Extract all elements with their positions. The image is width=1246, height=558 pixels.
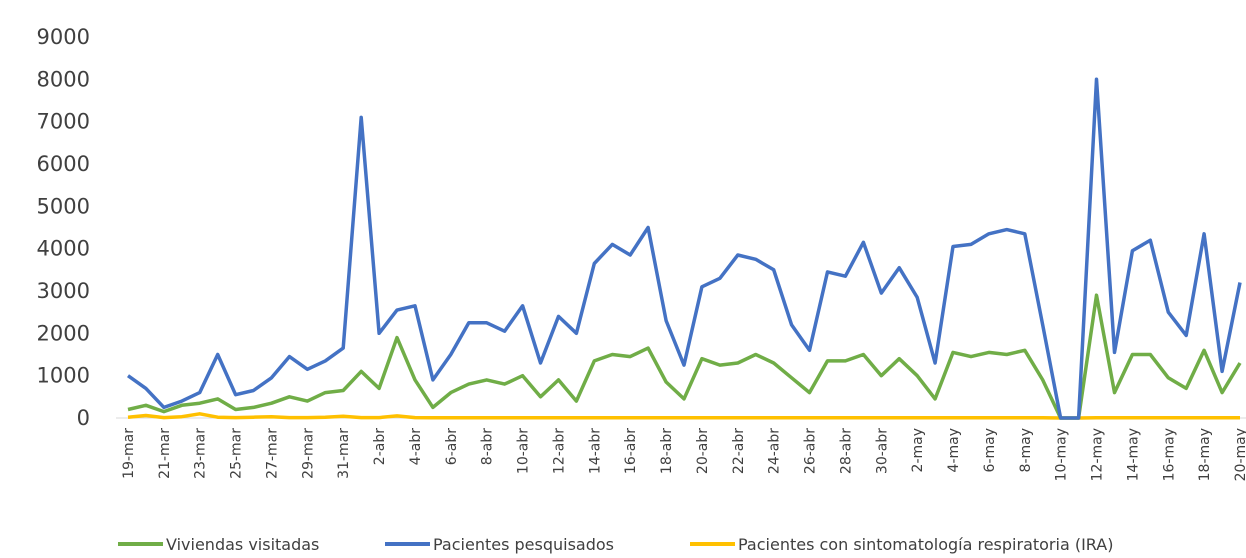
x-tick-label: 31-mar bbox=[336, 428, 352, 479]
x-tick-label: 30-abr bbox=[874, 428, 890, 474]
legend-label: Viviendas visitadas bbox=[166, 535, 319, 554]
x-tick-label: 12-abr bbox=[551, 428, 567, 474]
series-line bbox=[127, 412, 1240, 420]
x-tick-label: 23-mar bbox=[193, 428, 209, 479]
y-tick-label: 5000 bbox=[37, 194, 90, 218]
x-tick-label: 14-abr bbox=[587, 428, 603, 474]
x-tick-label: 29-mar bbox=[300, 428, 316, 479]
x-tick-label: 6-may bbox=[982, 428, 998, 472]
x-tick-label: 8-abr bbox=[480, 428, 496, 465]
x-tick-label: 18-may bbox=[1197, 428, 1213, 481]
x-tick-label: 2-abr bbox=[372, 428, 388, 465]
x-tick-label: 14-may bbox=[1125, 428, 1141, 481]
legend-label: Pacientes con sintomatología respiratori… bbox=[738, 535, 1113, 554]
x-tick-label: 10-abr bbox=[516, 428, 532, 474]
x-tick-label: 16-abr bbox=[623, 428, 639, 474]
x-tick-label: 19-mar bbox=[121, 428, 137, 479]
legend-label: Pacientes pesquisados bbox=[433, 535, 614, 554]
y-tick-label: 3000 bbox=[37, 279, 90, 303]
x-tick-label: 16-may bbox=[1161, 428, 1177, 481]
y-tick-label: 8000 bbox=[37, 67, 90, 91]
x-tick-label: 21-mar bbox=[157, 428, 173, 479]
y-tick-label: 2000 bbox=[37, 321, 90, 345]
x-tick-label: 2-may bbox=[910, 428, 926, 472]
x-tick-label: 24-abr bbox=[767, 428, 783, 474]
x-tick-label: 10-may bbox=[1054, 428, 1070, 481]
y-tick-label: 1000 bbox=[37, 364, 90, 388]
x-tick-label: 18-abr bbox=[659, 428, 675, 474]
x-tick-label: 12-may bbox=[1090, 428, 1106, 481]
x-tick-label: 26-abr bbox=[803, 428, 819, 474]
x-tick-label: 27-mar bbox=[264, 428, 280, 479]
series-line bbox=[126, 77, 1242, 420]
x-tick-label: 4-abr bbox=[408, 428, 424, 465]
y-tick-label: 4000 bbox=[37, 237, 90, 261]
y-tick-label: 9000 bbox=[37, 25, 90, 49]
y-tick-label: 6000 bbox=[37, 152, 90, 176]
y-tick-label: 7000 bbox=[37, 110, 90, 134]
x-tick-label: 20-abr bbox=[695, 428, 711, 474]
x-tick-label: 28-abr bbox=[838, 428, 854, 474]
x-tick-label: 20-may bbox=[1233, 428, 1246, 481]
x-tick-label: 8-may bbox=[1018, 428, 1034, 472]
y-tick-label: 0 bbox=[77, 406, 90, 430]
series-line bbox=[127, 293, 1242, 420]
x-tick-label: 6-abr bbox=[444, 428, 460, 465]
x-tick-label: 4-may bbox=[946, 428, 962, 472]
x-tick-label: 22-abr bbox=[731, 428, 747, 474]
x-tick-label: 25-mar bbox=[229, 428, 245, 479]
